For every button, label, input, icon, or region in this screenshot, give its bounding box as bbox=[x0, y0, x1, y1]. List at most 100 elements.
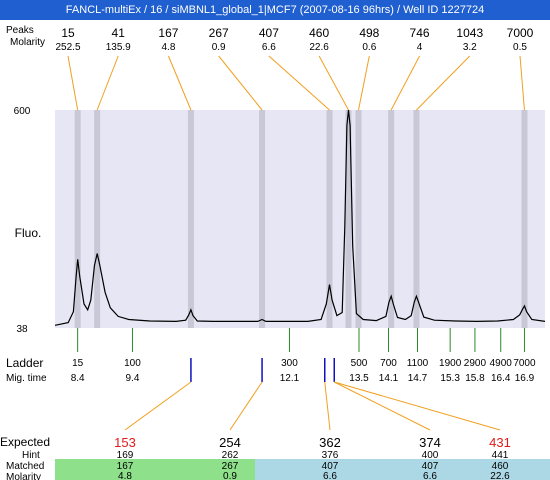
ladder-time-label: 16.9 bbox=[515, 373, 535, 384]
peak-connector-line bbox=[318, 55, 349, 111]
peak-connector-line bbox=[416, 55, 471, 111]
matched-molarity-value: 4.8 bbox=[118, 471, 132, 480]
matched-molarity-value: 6.6 bbox=[323, 471, 337, 480]
matched-value: 460 bbox=[492, 461, 509, 472]
peak-band bbox=[187, 110, 194, 328]
ladder-size-label: 15 bbox=[72, 358, 84, 369]
molarity-label: Molarity bbox=[10, 37, 45, 48]
peak-molarity-label: 0.5 bbox=[513, 42, 527, 53]
peak-size-label: 1043 bbox=[456, 26, 483, 40]
peak-band bbox=[326, 110, 333, 328]
ladder-time-label: 16.4 bbox=[491, 373, 511, 384]
ladder-time-label: 8.4 bbox=[71, 373, 85, 384]
ladder-time-label: 13.5 bbox=[349, 373, 369, 384]
bottom-molarity-label: Molarity bbox=[6, 472, 41, 480]
hint-value: 262 bbox=[222, 450, 239, 461]
ladder-size-label: 500 bbox=[351, 358, 368, 369]
expected-label: Expected bbox=[0, 435, 50, 449]
expected-value: 362 bbox=[319, 435, 341, 450]
y-axis-label: Fluo. bbox=[15, 226, 42, 240]
peak-molarity-label: 4 bbox=[417, 42, 423, 53]
peak-connector-line bbox=[268, 55, 330, 111]
ladder-label: Ladder bbox=[6, 356, 43, 370]
matched-molarity-value: 6.6 bbox=[423, 471, 437, 480]
expected-value: 254 bbox=[219, 435, 241, 450]
mig-time-label: Mig. time bbox=[6, 373, 47, 384]
hint-label: Hint bbox=[22, 450, 40, 461]
peak-molarity-label: 0.6 bbox=[362, 42, 376, 53]
peak-band bbox=[388, 110, 395, 328]
ladder-size-label: 300 bbox=[281, 358, 298, 369]
expected-value: 431 bbox=[489, 435, 511, 450]
peak-size-label: 460 bbox=[309, 26, 329, 40]
fluorescence-trace bbox=[54, 109, 546, 326]
peak-connector-line bbox=[218, 55, 263, 111]
peak-band bbox=[413, 110, 420, 328]
ladder-size-label: 2900 bbox=[464, 358, 487, 369]
plot-background bbox=[55, 110, 545, 328]
ladder-time-label: 15.3 bbox=[440, 373, 460, 384]
peaks-label: Peaks bbox=[6, 25, 34, 36]
matched-molarity-value: 22.6 bbox=[490, 471, 510, 480]
ladder-size-label: 1900 bbox=[439, 358, 462, 369]
y-tick-label: 38 bbox=[16, 324, 28, 335]
ladder-size-label: 4900 bbox=[490, 358, 513, 369]
hint-value: 376 bbox=[322, 450, 339, 461]
peak-connector-line bbox=[519, 55, 525, 111]
hint-value: 400 bbox=[422, 450, 439, 461]
match-connector-line bbox=[229, 381, 263, 431]
peak-molarity-label: 4.8 bbox=[161, 42, 175, 53]
peak-band bbox=[94, 110, 101, 328]
peak-band bbox=[74, 110, 81, 328]
peak-size-label: 7000 bbox=[507, 26, 534, 40]
peak-connector-line bbox=[390, 55, 420, 111]
ladder-time-label: 12.1 bbox=[280, 373, 300, 384]
peak-connector-line bbox=[67, 55, 79, 111]
expected-value: 374 bbox=[419, 435, 441, 450]
peak-molarity-label: 252.5 bbox=[55, 42, 80, 53]
peak-connector-line bbox=[167, 55, 192, 111]
ladder-size-label: 100 bbox=[124, 358, 141, 369]
ladder-time-label: 14.1 bbox=[379, 373, 399, 384]
peak-band bbox=[259, 110, 266, 328]
matched-value: 167 bbox=[117, 461, 134, 472]
peak-size-label: 41 bbox=[112, 26, 126, 40]
peak-band bbox=[345, 110, 352, 328]
matched-molarity-value: 0.9 bbox=[223, 471, 237, 480]
peak-size-label: 267 bbox=[209, 26, 229, 40]
peak-size-label: 746 bbox=[410, 26, 430, 40]
match-connector-line bbox=[324, 381, 331, 431]
hint-value: 169 bbox=[117, 450, 134, 461]
peak-molarity-label: 135.9 bbox=[106, 42, 131, 53]
peak-connector-line bbox=[357, 55, 370, 111]
matched-value: 407 bbox=[422, 461, 439, 472]
ladder-size-label: 1100 bbox=[407, 358, 429, 369]
peak-connector-line bbox=[96, 55, 119, 111]
match-connector-line bbox=[124, 381, 192, 431]
peak-size-label: 498 bbox=[359, 26, 379, 40]
hint-value: 441 bbox=[492, 450, 509, 461]
peak-molarity-label: 6.6 bbox=[262, 42, 276, 53]
matched-value: 267 bbox=[222, 461, 239, 472]
ladder-size-label: 700 bbox=[380, 358, 397, 369]
expected-value: 153 bbox=[114, 435, 136, 450]
matched-value: 407 bbox=[322, 461, 339, 472]
peak-band bbox=[355, 110, 362, 328]
peak-molarity-label: 3.2 bbox=[463, 42, 477, 53]
window-title: FANCL-multiEx / 16 / siMBNL1_global_1|MC… bbox=[0, 0, 550, 20]
ladder-time-label: 15.8 bbox=[465, 373, 485, 384]
peak-size-label: 167 bbox=[158, 26, 178, 40]
match-connector-line bbox=[334, 381, 431, 431]
peak-size-label: 407 bbox=[259, 26, 279, 40]
peak-band bbox=[521, 110, 528, 328]
match-connector-line bbox=[334, 381, 501, 431]
peak-molarity-label: 0.9 bbox=[212, 42, 226, 53]
ladder-size-label: 7000 bbox=[513, 358, 536, 369]
peak-molarity-label: 22.6 bbox=[309, 42, 329, 53]
matched-green-band bbox=[55, 459, 255, 480]
ladder-time-label: 14.7 bbox=[408, 373, 428, 384]
peak-size-label: 15 bbox=[61, 26, 75, 40]
y-tick-label: 600 bbox=[14, 106, 31, 117]
ladder-time-label: 9.4 bbox=[125, 373, 139, 384]
